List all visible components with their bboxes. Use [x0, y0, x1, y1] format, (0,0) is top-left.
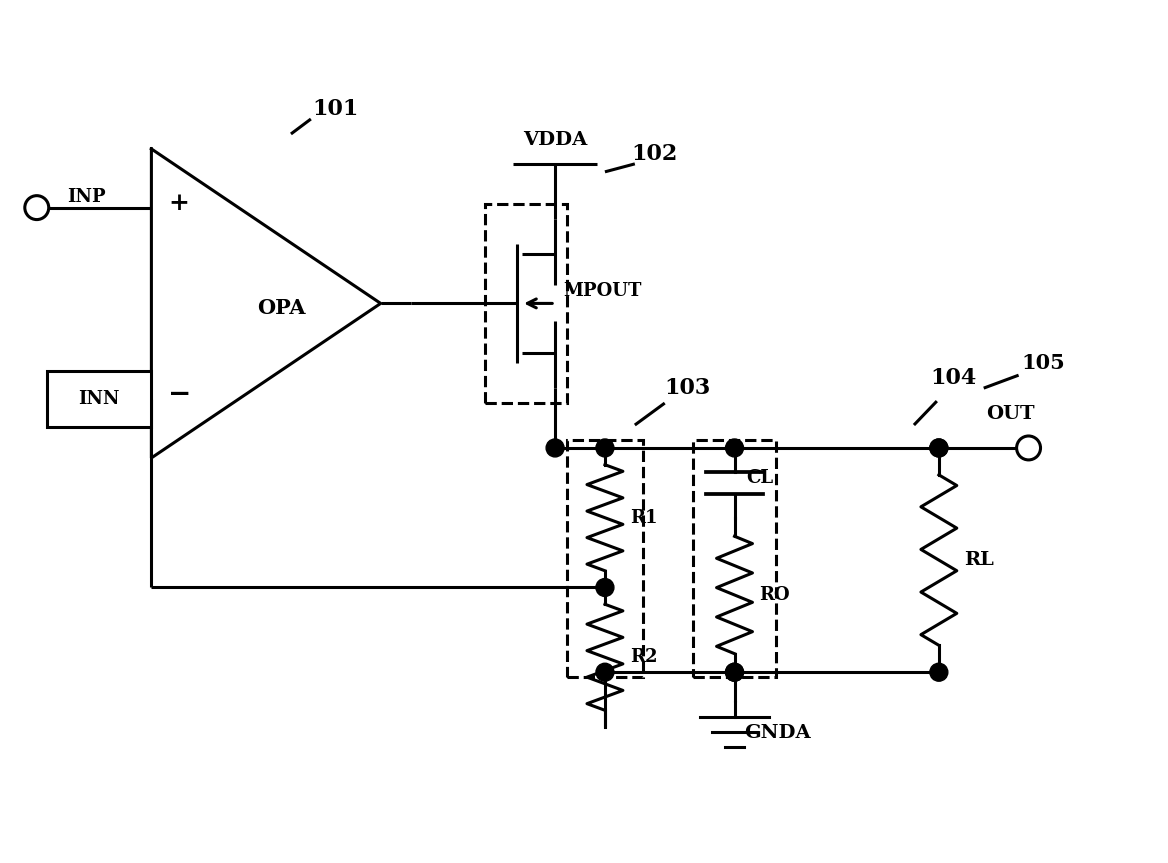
- Text: R2: R2: [630, 648, 658, 666]
- Text: OPA: OPA: [257, 299, 305, 318]
- Bar: [47, 371, 152, 427]
- Circle shape: [596, 664, 614, 681]
- Circle shape: [25, 196, 49, 219]
- Text: INP: INP: [67, 187, 105, 205]
- Circle shape: [725, 664, 744, 681]
- Text: 105: 105: [1022, 353, 1065, 373]
- Circle shape: [596, 578, 614, 596]
- Text: OUT: OUT: [986, 405, 1035, 423]
- Text: −: −: [168, 381, 190, 407]
- Text: 103: 103: [665, 377, 711, 400]
- Text: +: +: [169, 191, 189, 215]
- Circle shape: [547, 439, 564, 457]
- Text: R1: R1: [630, 508, 658, 526]
- Text: CL: CL: [746, 469, 773, 487]
- Text: RO: RO: [759, 586, 790, 604]
- Circle shape: [725, 439, 744, 457]
- Circle shape: [725, 664, 744, 681]
- Circle shape: [930, 664, 947, 681]
- Text: 102: 102: [632, 143, 677, 165]
- Text: 104: 104: [931, 367, 976, 389]
- Text: RL: RL: [964, 551, 994, 569]
- Text: INN: INN: [78, 390, 120, 408]
- Circle shape: [930, 439, 947, 457]
- Text: 101: 101: [313, 98, 359, 120]
- Circle shape: [596, 439, 614, 457]
- Text: GNDA: GNDA: [744, 724, 811, 742]
- Circle shape: [930, 439, 947, 457]
- Circle shape: [1016, 436, 1041, 460]
- Text: MPOUT: MPOUT: [563, 282, 641, 300]
- Text: VDDA: VDDA: [523, 131, 588, 149]
